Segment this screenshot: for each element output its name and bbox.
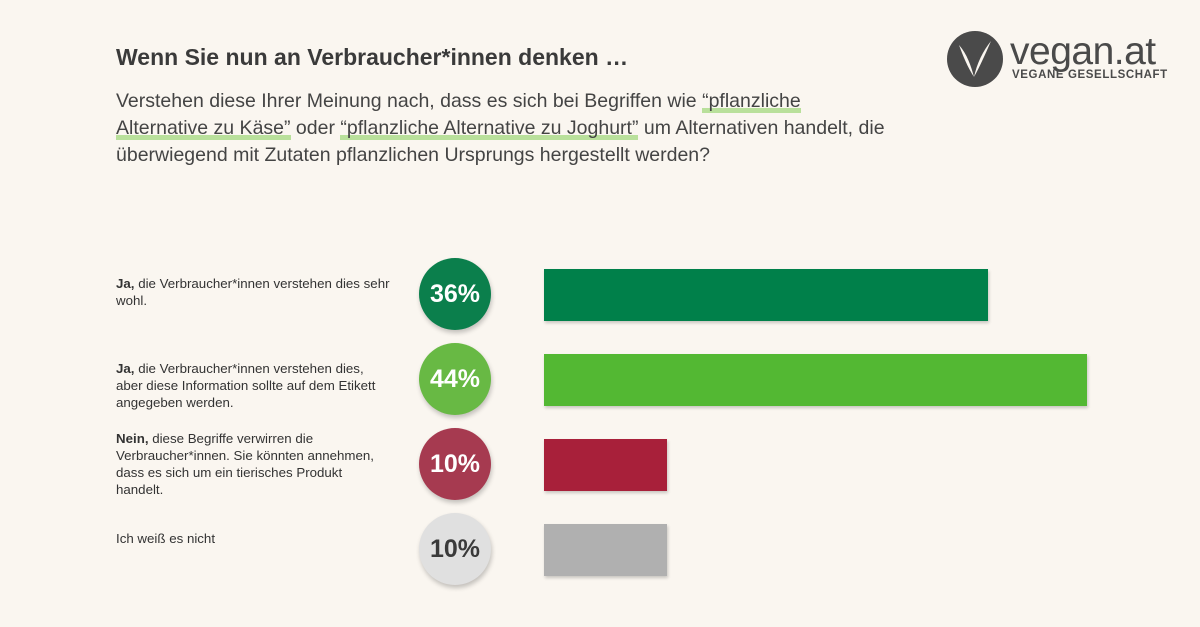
value-label: 36% [419, 258, 491, 330]
value-label: 10% [419, 428, 491, 500]
question-text-2: oder [290, 117, 341, 139]
value-label: 44% [419, 343, 491, 415]
bar [544, 439, 667, 491]
logo-tagline: VEGANE GESELLSCHAFT [1012, 69, 1168, 81]
question-text-3: um Alternativen handelt, die überwiegend… [116, 117, 885, 166]
category-label: Ja, die Verbraucher*innen verstehen dies… [116, 360, 391, 411]
survey-question: Verstehen diese Ihrer Meinung nach, dass… [116, 88, 896, 169]
category-label-text: diese Begriffe verwirren die Verbraucher… [116, 431, 374, 497]
category-label-bold: Ja, [116, 276, 135, 291]
vegan-at-logo: vegan.at VEGANE GESELLSCHAFT [946, 30, 1167, 88]
category-label-bold: Nein, [116, 431, 149, 446]
category-label-bold: Ja, [116, 361, 135, 376]
category-label: Ja, die Verbraucher*innen verstehen dies… [116, 275, 391, 309]
category-label-text: Ich weiß es nicht [116, 531, 216, 546]
category-label: Ich weiß es nicht [116, 530, 391, 547]
question-highlight-2: “pflanzliche Alternative zu Joghurt” [340, 117, 639, 140]
bar [544, 269, 988, 321]
value-label: 10% [419, 513, 491, 585]
category-label-text: die Verbraucher*innen verstehen dies, ab… [116, 361, 376, 410]
bar [544, 354, 1087, 406]
page-title: Wenn Sie nun an Verbraucher*innen denken… [116, 44, 629, 70]
category-label-text: die Verbraucher*innen verstehen dies seh… [116, 276, 390, 308]
logo-wordmark: vegan.at [1010, 30, 1156, 73]
category-label: Nein, diese Begriffe verwirren die Verbr… [116, 430, 391, 498]
question-text-1: Verstehen diese Ihrer Meinung nach, dass… [116, 90, 703, 112]
bar [544, 524, 667, 576]
v-leaf-icon [947, 31, 1003, 87]
